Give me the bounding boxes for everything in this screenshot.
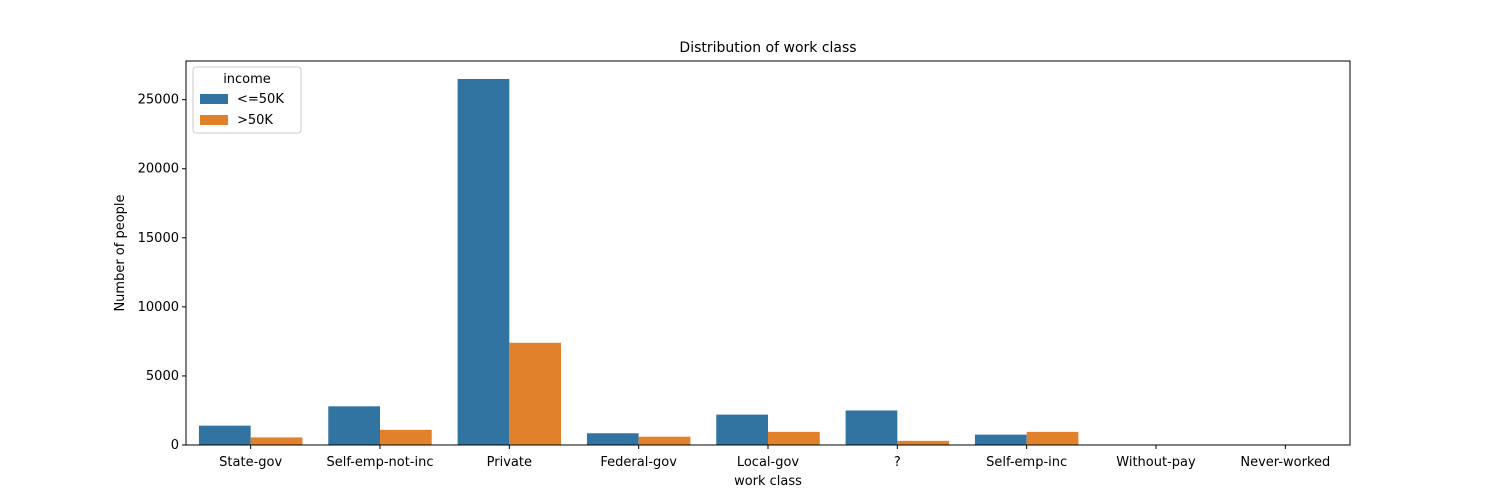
x-tick-label: Federal-gov bbox=[600, 455, 677, 470]
bar-gt50k-1 bbox=[380, 429, 432, 445]
bar-le50k-0 bbox=[198, 425, 251, 445]
bar-gt50k-0 bbox=[250, 437, 303, 445]
bar-le50k-3 bbox=[586, 433, 639, 445]
y-axis-label: Number of people bbox=[113, 194, 128, 311]
legend-swatch bbox=[200, 115, 228, 125]
x-tick-label: Self-emp-inc bbox=[986, 455, 1067, 470]
bars-group bbox=[198, 78, 1286, 446]
chart-title: Distribution of work class bbox=[679, 40, 856, 56]
bar-le50k-6 bbox=[974, 434, 1027, 445]
bar-gt50k-3 bbox=[638, 436, 691, 445]
y-tick-label: 5000 bbox=[146, 369, 179, 384]
x-tick-label: ? bbox=[894, 455, 901, 470]
x-tick-label: Self-emp-not-inc bbox=[326, 455, 433, 470]
x-axis: State-gov Self-emp-not-inc Private Feder… bbox=[219, 445, 1330, 470]
x-tick-label: Private bbox=[487, 455, 532, 470]
x-axis-label: work class bbox=[734, 474, 802, 489]
bar-le50k-5 bbox=[845, 410, 898, 445]
legend-label: <=50K bbox=[237, 92, 284, 107]
y-tick-label: 20000 bbox=[138, 162, 179, 177]
x-tick-label: Without-pay bbox=[1116, 455, 1196, 470]
bar-gt50k-2 bbox=[509, 342, 562, 445]
x-tick-label: Never-worked bbox=[1240, 455, 1330, 470]
plot-frame bbox=[185, 60, 1351, 446]
legend-title: income bbox=[223, 72, 271, 87]
x-tick-label: Local-gov bbox=[737, 455, 800, 470]
y-tick-label: 25000 bbox=[138, 93, 179, 108]
legend: income <=50K >50K bbox=[192, 66, 302, 134]
legend-swatch bbox=[200, 94, 228, 104]
bar-gt50k-5 bbox=[897, 440, 950, 445]
legend-label: >50K bbox=[237, 113, 273, 128]
bar-le50k-1 bbox=[328, 406, 380, 445]
bar-le50k-2 bbox=[457, 78, 510, 446]
legend-items: <=50K >50K bbox=[200, 92, 284, 128]
y-tick-label: 10000 bbox=[138, 300, 179, 315]
y-tick-label: 0 bbox=[171, 438, 179, 453]
y-axis: 0 5000 10000 15000 20000 25000 bbox=[138, 93, 186, 453]
bar-le50k-4 bbox=[716, 414, 768, 445]
bar-gt50k-6 bbox=[1026, 431, 1079, 445]
x-tick-label: State-gov bbox=[219, 455, 282, 470]
bar-gt50k-4 bbox=[768, 431, 820, 445]
y-tick-label: 15000 bbox=[138, 231, 179, 246]
